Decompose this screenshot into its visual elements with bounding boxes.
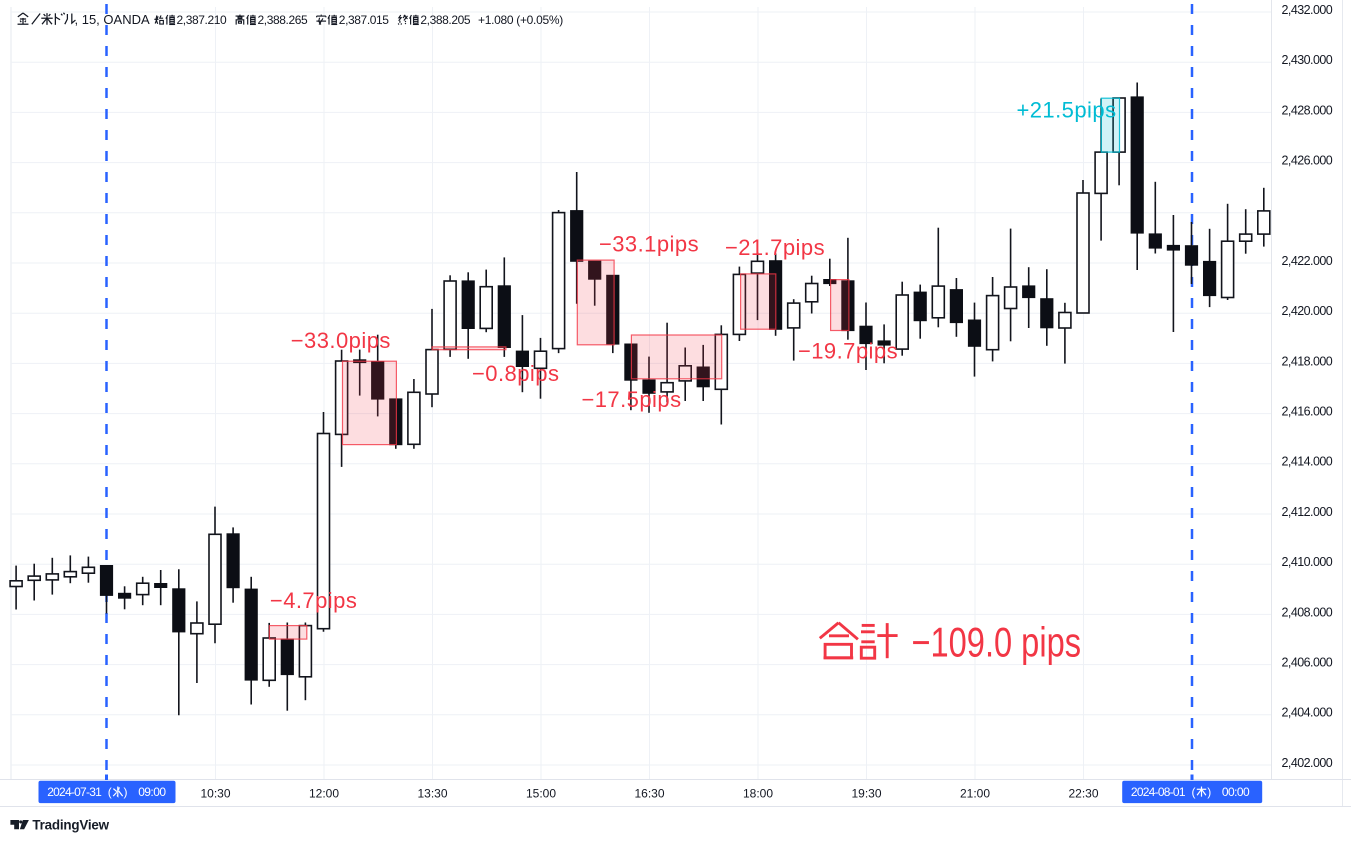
svg-text:2,410.000: 2,410.000 — [1282, 555, 1333, 569]
svg-text:(: ( — [1192, 785, 1196, 799]
svg-text:−109.0 pips: −109.0 pips — [912, 618, 1082, 665]
svg-text:00:00: 00:00 — [1222, 785, 1250, 799]
svg-text:2,416.000: 2,416.000 — [1282, 405, 1333, 419]
svg-text:2,388.265: 2,388.265 — [258, 13, 309, 27]
svg-text:−4.7pips: −4.7pips — [270, 588, 357, 613]
svg-text:09:00: 09:00 — [138, 785, 166, 799]
svg-text:12:00: 12:00 — [309, 787, 339, 801]
svg-text:2,414.000: 2,414.000 — [1282, 455, 1333, 469]
svg-text:2,387.015: 2,387.015 — [339, 13, 390, 27]
svg-text:2,428.000: 2,428.000 — [1282, 103, 1333, 117]
svg-text:2,420.000: 2,420.000 — [1282, 304, 1333, 318]
svg-text:+21.5pips: +21.5pips — [1016, 97, 1116, 122]
svg-text:2024-08-01: 2024-08-01 — [1131, 785, 1186, 799]
svg-text:2,412.000: 2,412.000 — [1282, 505, 1333, 519]
svg-text:2,388.205: 2,388.205 — [420, 13, 471, 27]
svg-text:TradingView: TradingView — [32, 817, 109, 832]
svg-text:−17.5pips: −17.5pips — [581, 387, 681, 412]
svg-text:, 15, OANDA: , 15, OANDA — [75, 12, 150, 27]
svg-text:(: ( — [108, 785, 112, 799]
svg-text:−21.7pips: −21.7pips — [725, 235, 825, 260]
svg-text:21:00: 21:00 — [960, 787, 990, 801]
svg-text:19:30: 19:30 — [851, 787, 881, 801]
svg-text:−0.8pips: −0.8pips — [472, 361, 559, 386]
svg-text:): ) — [1207, 785, 1211, 799]
svg-text:2,404.000: 2,404.000 — [1282, 706, 1333, 720]
svg-text:−33.0pips: −33.0pips — [291, 328, 391, 353]
svg-text:10:30: 10:30 — [200, 787, 230, 801]
svg-text:+1.080 (+0.05%): +1.080 (+0.05%) — [478, 13, 563, 27]
svg-text:−19.7pips: −19.7pips — [798, 338, 898, 363]
svg-text:2,387.210: 2,387.210 — [177, 13, 228, 27]
svg-text:2,426.000: 2,426.000 — [1282, 154, 1333, 168]
svg-text:22:30: 22:30 — [1068, 787, 1098, 801]
svg-text:13:30: 13:30 — [417, 787, 447, 801]
svg-text:2,408.000: 2,408.000 — [1282, 605, 1333, 619]
svg-text:2024-07-31: 2024-07-31 — [47, 785, 102, 799]
svg-text:−33.1pips: −33.1pips — [599, 232, 699, 257]
svg-text:2,418.000: 2,418.000 — [1282, 354, 1333, 368]
svg-text:2,406.000: 2,406.000 — [1282, 656, 1333, 670]
svg-text:): ) — [124, 785, 128, 799]
svg-text:2,402.000: 2,402.000 — [1282, 756, 1333, 770]
svg-text:2,432.000: 2,432.000 — [1282, 3, 1333, 17]
svg-text:16:30: 16:30 — [634, 787, 664, 801]
svg-text:18:00: 18:00 — [743, 787, 773, 801]
svg-text:2,422.000: 2,422.000 — [1282, 254, 1333, 268]
svg-text:2,430.000: 2,430.000 — [1282, 53, 1333, 67]
svg-text:15:00: 15:00 — [526, 787, 556, 801]
